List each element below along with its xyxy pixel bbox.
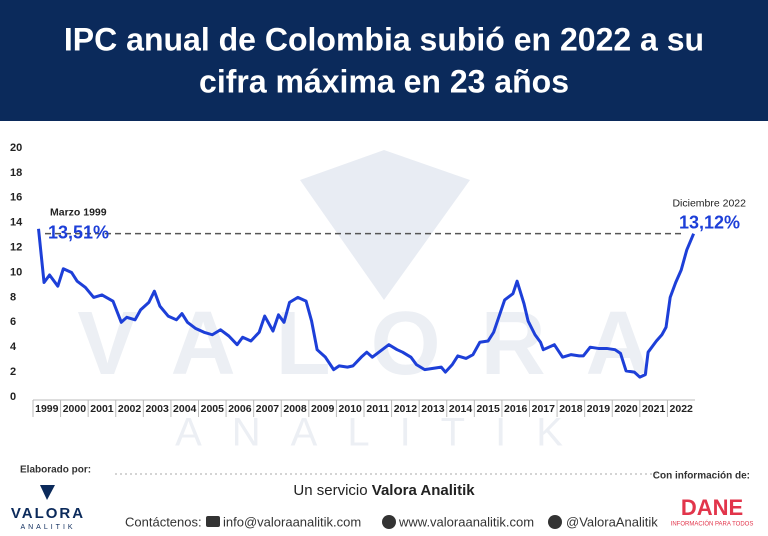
data-line [37,228,696,379]
watermark-logo [300,150,470,300]
x-tick-label: 2014 [449,403,473,415]
x-tick-label: 2019 [587,403,611,415]
x-tick-label: 2010 [339,403,363,415]
service-bold: Valora Analitik [372,482,475,499]
annotation-title: Diciembre 2022 [672,197,746,209]
twitter: @ValoraAnalitik [566,514,658,529]
y-tick-label: 12 [10,242,22,254]
service: Un servicio Valora Analitik [293,482,475,499]
web-icon [382,515,396,529]
made-by: Elaborado por: [20,465,91,476]
y-tick-label: 8 [10,291,16,303]
email: info@valoraanalitik.com [223,514,361,529]
y-tick-label: 16 [10,192,22,204]
x-tick-label: 2007 [256,403,280,415]
y-tick-label: 6 [10,316,16,328]
annotation-label: 13,51% [48,223,109,243]
x-tick-label: 2020 [614,403,638,415]
logo-sub: ANALITIK [20,524,75,531]
x-tick-label: 2015 [476,403,500,415]
x-tick-label: 2006 [228,403,252,415]
twitter-icon [548,515,562,529]
x-tick-label: 2022 [670,403,694,415]
chart-title: IPC anual de Colombia subió en 2022 a su [64,21,704,57]
chart-title: cifra máxima en 23 años [199,63,569,99]
x-tick-label: 2011 [366,403,389,415]
x-tick-label: 2004 [173,403,197,415]
y-tick-label: 20 [10,142,22,154]
x-tick-label: 2008 [283,403,307,415]
x-tick-label: 2017 [532,403,556,415]
x-tick-label: 2000 [63,403,87,415]
annotation-title: Marzo 1999 [50,207,107,219]
x-tick-label: 2002 [118,403,142,415]
x-tick-label: 2016 [504,403,528,415]
x-tick-label: 2018 [559,403,583,415]
dane: DANE [681,495,743,520]
mail-icon [206,516,220,527]
y-tick-label: 10 [10,266,22,278]
logo: VALORA [11,505,85,522]
source: Con información de: [653,471,750,482]
web: www.valoraanalitik.com [398,514,534,529]
y-tick-label: 18 [10,167,22,179]
y-tick-label: 2 [10,366,16,378]
x-tick-label: 2009 [311,403,335,415]
x-tick-label: 2021 [642,403,666,415]
header-band [0,0,768,121]
y-tick-label: 0 [10,391,16,403]
x-tick-label: 2013 [421,403,445,415]
watermark: VALORA [77,294,690,394]
service-text: Un servicio [293,482,371,499]
watermark: ANALITIK [175,411,593,455]
annotation-label: 13,12% [679,212,740,232]
x-tick-label: 2001 [90,403,114,415]
dane-sub: INFORMACIÓN PARA TODOS [671,521,754,528]
x-tick-label: 2005 [201,403,225,415]
y-tick-label: 14 [10,217,23,229]
x-tick-label: 1999 [35,403,59,415]
x-tick-label: 2012 [394,403,418,415]
contact: Contáctenos: [125,514,202,529]
y-tick-label: 4 [10,341,17,353]
x-tick-label: 2003 [145,403,169,415]
logo-icon [40,485,55,500]
